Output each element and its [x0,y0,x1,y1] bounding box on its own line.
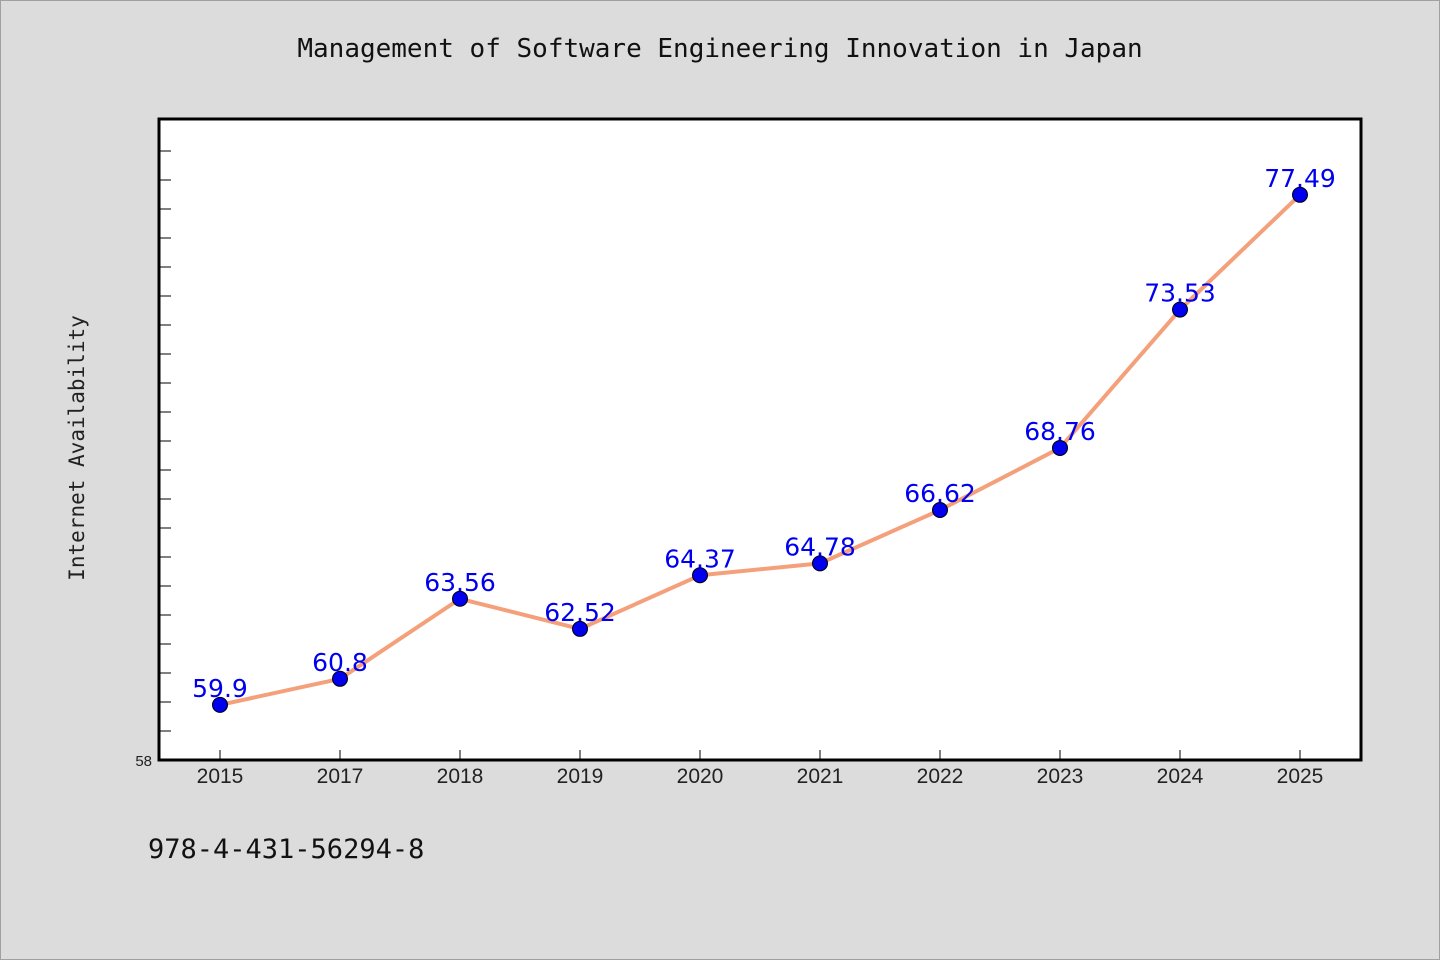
isbn-footnote: 978-4-431-56294-8 [148,834,425,865]
data-label: 73.53 [1144,279,1216,308]
data-point [932,502,948,519]
data-point [812,555,828,572]
y-tick-label-min: 58 [135,753,152,770]
data-point [572,620,588,637]
data-label: 77.49 [1264,164,1336,193]
x-tick-label: 2017 [317,765,364,788]
x-tick-label: 2022 [917,765,964,788]
data-label: 63.56 [424,568,496,597]
y-axis-ticks [159,150,171,732]
data-label: 62.52 [544,598,616,627]
x-axis-ticks [219,750,1301,760]
series-line [218,192,1302,707]
chart-title: Management of Software Engineering Innov… [297,34,1143,64]
data-label: 60.8 [312,648,368,677]
x-tick-label: 2021 [797,765,844,788]
data-label: 59.9 [192,674,248,703]
x-tick-label: 2015 [197,765,244,788]
plot-area [157,117,1363,762]
x-tick-label: 2025 [1277,765,1324,788]
x-tick-label: 2020 [677,765,724,788]
data-point [452,590,468,607]
data-markers [212,186,1308,713]
data-point [212,696,228,713]
x-tick-label: 2019 [557,765,604,788]
data-label: 64.78 [784,532,856,561]
data-label: 68.76 [1024,417,1096,446]
data-point [692,567,708,584]
x-tick-labels: 2015 2017 2018 2019 2020 2021 2022 2023 2024 2025 [197,765,1324,788]
data-label: 64.37 [664,544,736,573]
x-tick-label: 2024 [1157,765,1204,788]
data-point [1052,439,1068,456]
data-point [1172,301,1188,318]
x-tick-label: 2018 [437,765,484,788]
x-tick-label: 2023 [1037,765,1084,788]
data-point [332,670,348,687]
data-label: 66.62 [904,479,976,508]
data-labels: 59.9 60.8 63.56 62.52 64.37 64.78 66.62 68.76 73… [192,164,1336,703]
data-point [1292,186,1308,203]
